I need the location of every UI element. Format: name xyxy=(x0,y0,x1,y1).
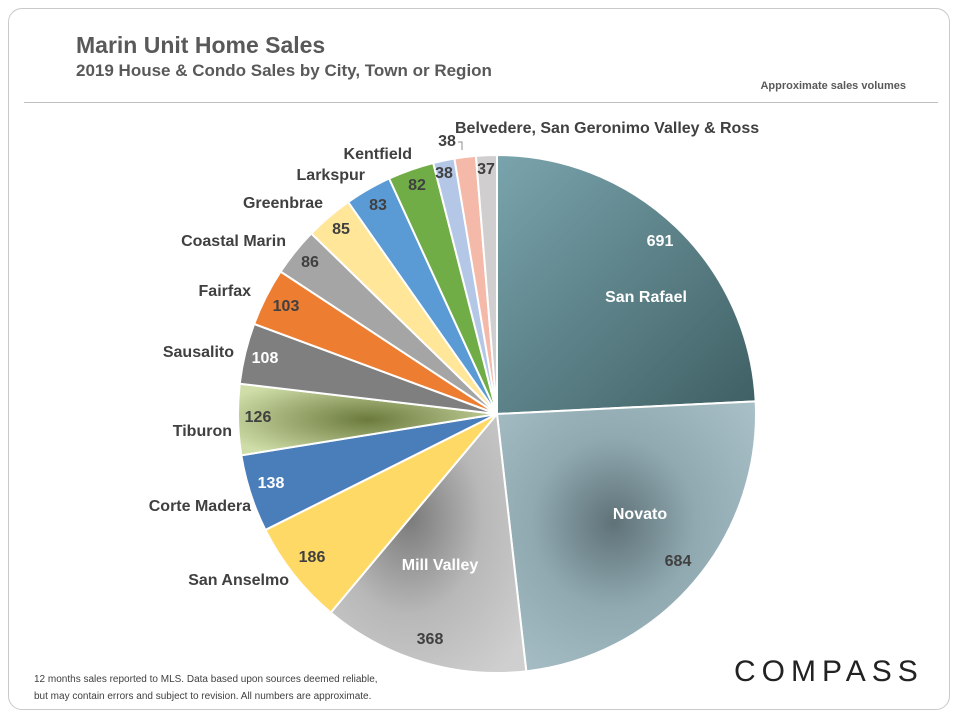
slice-label-sausalito: Sausalito xyxy=(163,344,234,361)
slice-label-larkspur: Larkspur xyxy=(297,167,365,184)
slice-label-novato: Novato xyxy=(613,506,667,523)
slice-value-novato: 684 xyxy=(665,553,692,570)
footnote-line-2: but may contain errors and subject to re… xyxy=(34,691,372,702)
pie-slice-other-3 xyxy=(474,153,498,415)
slice-label-fairfax: Fairfax xyxy=(199,283,252,300)
slice-value-san-anselmo: 186 xyxy=(299,549,326,566)
slice-label-mill-valley: Mill Valley xyxy=(402,557,479,574)
slice-value-corte-madera: 138 xyxy=(258,475,285,492)
slice-label-coastal-marin: Coastal Marin xyxy=(181,233,286,250)
header-divider xyxy=(24,102,938,103)
volume-note: Approximate sales volumes xyxy=(760,80,906,92)
slice-value-other-1: 38 xyxy=(435,165,453,182)
leader-line xyxy=(458,141,463,150)
slice-label-san-anselmo: San Anselmo xyxy=(188,572,289,589)
compass-logo: COMPASS xyxy=(734,655,924,688)
slice-label-corte-madera: Corte Madera xyxy=(149,498,251,515)
slice-value-coastal-marin: 86 xyxy=(301,254,319,271)
slice-label-kentfield: Kentfield xyxy=(344,146,412,163)
footnote-line-1: 12 months sales reported to MLS. Data ba… xyxy=(34,674,378,685)
slice-value-san-rafael: 691 xyxy=(647,233,674,250)
slice-value-other-3: 37 xyxy=(477,161,495,178)
chart-subtitle: 2019 House & Condo Sales by City, Town o… xyxy=(76,61,492,80)
slice-label-tiburon: Tiburon xyxy=(173,423,232,440)
pie-slice-novato xyxy=(495,400,757,673)
slice-value-sausalito: 108 xyxy=(252,350,279,367)
slice-value-larkspur: 83 xyxy=(369,197,387,214)
footnote: 12 months sales reported to MLS. Data ba… xyxy=(34,671,378,705)
slice-label-san-rafael: San Rafael xyxy=(605,289,687,306)
slice-value-other-2: 38 xyxy=(438,133,456,150)
chart-title: Marin Unit Home Sales xyxy=(76,32,326,58)
pie-slice-mill-valley xyxy=(329,411,528,674)
slice-value-fairfax: 103 xyxy=(273,298,300,315)
slice-value-greenbrae: 85 xyxy=(332,221,350,238)
slice-label-greenbrae: Greenbrae xyxy=(243,195,323,212)
slice-value-kentfield: 82 xyxy=(408,177,426,194)
pie-slice-san-rafael xyxy=(496,153,757,416)
slice-value-mill-valley: 368 xyxy=(417,631,444,648)
slice-value-tiburon: 126 xyxy=(245,409,272,426)
merged-slice-label: Belvedere, San Geronimo Valley & Ross xyxy=(455,120,759,137)
